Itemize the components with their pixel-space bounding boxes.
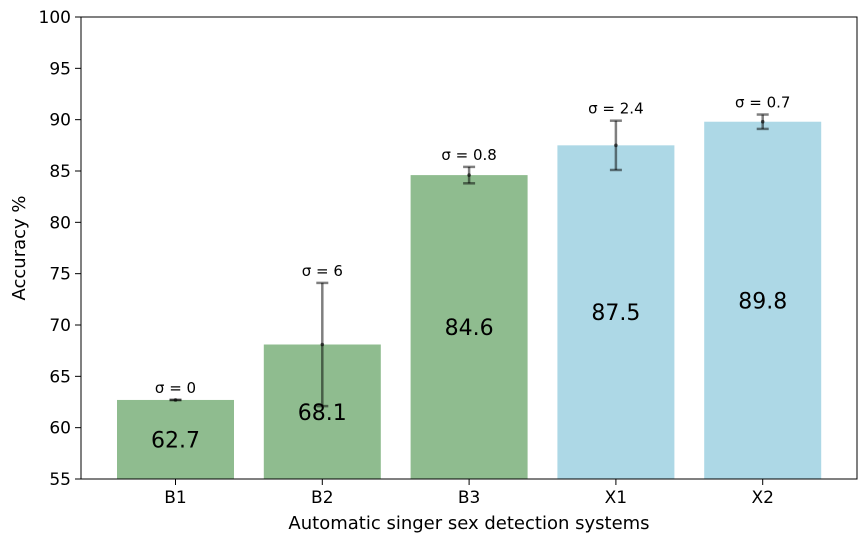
y-tick-label: 100 [39, 8, 71, 28]
value-labels-layer: 62.768.184.687.5 89.8 [151, 289, 787, 453]
bar-value-label: 87.5 [591, 301, 640, 326]
y-tick-label: 80 [49, 213, 71, 233]
error-bar-mean-marker [320, 342, 325, 347]
x-axis-title: Automatic singer sex detection systems [288, 513, 649, 534]
error-bar-mean-marker [760, 119, 765, 124]
errorbars-layer [169, 113, 769, 408]
y-tick-label: 95 [49, 59, 71, 79]
y-tick-label: 55 [49, 470, 71, 490]
x-tick-label: X1 [605, 488, 627, 508]
bar-b1 [117, 399, 234, 479]
sigma-label: σ = 0.8 [441, 146, 496, 164]
error-bar-mean-marker [614, 143, 618, 148]
error-bar-mean-marker [173, 398, 178, 402]
y-tick-label: 65 [49, 367, 71, 387]
bar-value-label: 84.6 [445, 316, 494, 341]
x-tick-label: X2 [751, 488, 773, 508]
y-tick-label: 90 [49, 111, 71, 131]
y-tick-label: 60 [49, 419, 71, 439]
bar-x2 [704, 121, 822, 479]
sigma-label: σ = 2.4 [588, 100, 643, 118]
x-tick-label: B3 [458, 488, 480, 508]
y-axis-title: Accuracy % [9, 195, 30, 300]
x-axis: B1 B2 B3 X1 X2 [164, 479, 774, 508]
bar-value-label: 89.8 [738, 289, 787, 314]
x-tick-label: B2 [311, 488, 333, 508]
y-axis: 55 60 65 70 75 80 85 90 95 100 [39, 8, 81, 490]
y-tick-label: 85 [49, 162, 71, 182]
sigma-labels-layer: σ = 0 σ = 6 σ = 0.8 σ = 2.4 σ = 0.7 [155, 94, 791, 397]
error-bar-mean-marker [467, 173, 471, 177]
bar-x1 [557, 145, 675, 480]
y-tick-label: 70 [49, 316, 71, 336]
sigma-label: σ = 6 [302, 262, 343, 280]
y-tick-label: 75 [49, 265, 71, 285]
sigma-label: σ = 0 [155, 379, 196, 397]
sigma-label: σ = 0.7 [735, 94, 790, 112]
bars-layer [117, 121, 822, 480]
bar-value-label: 62.7 [151, 428, 200, 453]
bar-b3 [410, 175, 528, 479]
x-tick-label: B1 [164, 488, 186, 508]
